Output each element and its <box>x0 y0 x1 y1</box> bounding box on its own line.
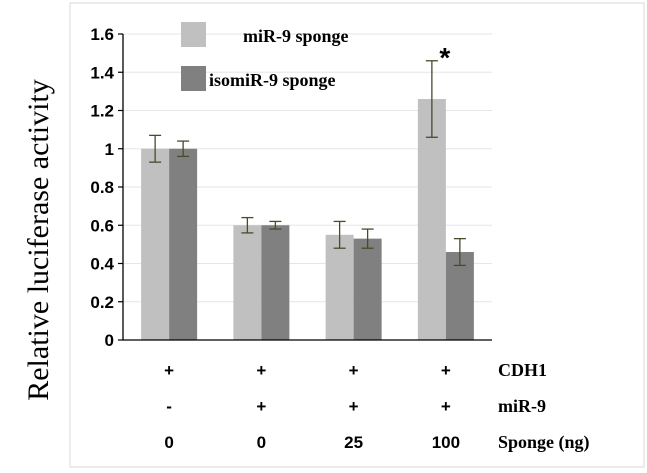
condition-value: + <box>256 361 266 380</box>
significance-asterisk: * <box>439 42 450 73</box>
condition-value: + <box>441 361 451 380</box>
y-axis-ticks: 0 0.2 0.4 0.6 0.8 1 1.2 1.4 1.6 <box>90 25 123 350</box>
condition-value: + <box>164 361 174 380</box>
bar-mir9-2 <box>233 225 262 340</box>
error-bars <box>149 60 466 267</box>
bar-mir9-1 <box>141 148 170 340</box>
legend-swatch <box>181 22 206 47</box>
y-tick-label: 0.8 <box>90 178 114 197</box>
condition-value: + <box>441 397 451 416</box>
y-tick-label: 0.4 <box>90 255 114 274</box>
y-tick-label: 1.2 <box>90 102 114 121</box>
condition-value: 0 <box>164 433 173 452</box>
bar-mir9-3 <box>325 234 354 340</box>
legend-label: miR-9 sponge <box>243 26 349 46</box>
condition-value: + <box>349 397 359 416</box>
condition-row-label: Sponge (ng) <box>498 432 590 453</box>
legend: miR-9 sponge isomiR-9 sponge <box>181 22 349 91</box>
y-axis-label: Relative luciferase activity <box>22 79 55 401</box>
condition-value: + <box>349 361 359 380</box>
condition-value: 25 <box>344 433 363 452</box>
y-tick-label: 1.4 <box>90 63 114 82</box>
bars <box>141 99 474 341</box>
condition-value: - <box>166 397 172 416</box>
legend-label: isomiR-9 sponge <box>209 70 336 90</box>
y-tick-label: 0.6 <box>90 216 114 235</box>
condition-value: 0 <box>257 433 266 452</box>
plot-frame <box>69 2 645 468</box>
bar-mir9-4 <box>417 99 446 341</box>
y-tick-label: 0 <box>105 331 114 350</box>
bar-isomir9-4 <box>445 252 474 340</box>
y-tick-label: 0.2 <box>90 293 114 312</box>
condition-value: + <box>256 397 266 416</box>
y-tick-label: 1 <box>105 140 114 159</box>
bar-isomir9-1 <box>169 148 198 340</box>
bar-isomir9-2 <box>261 225 290 340</box>
condition-value: 100 <box>432 433 460 452</box>
condition-row-label: miR-9 <box>498 396 546 416</box>
condition-row-label: CDH1 <box>498 360 547 380</box>
legend-swatch <box>181 66 206 91</box>
y-tick-label: 1.6 <box>90 25 114 44</box>
bar-isomir9-3 <box>353 238 382 340</box>
condition-table: + + + + CDH1 - + + + miR-9 0 0 25 100 Sponge (ng) <box>164 360 589 453</box>
annotations: * <box>439 42 450 73</box>
